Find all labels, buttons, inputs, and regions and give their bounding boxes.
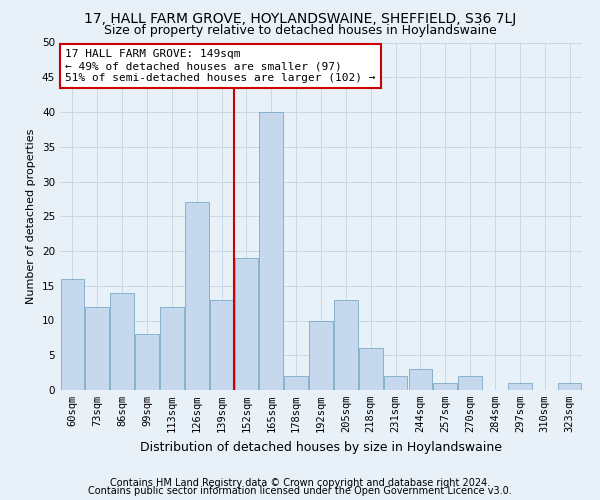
Bar bbox=[185, 202, 209, 390]
Bar bbox=[508, 383, 532, 390]
Bar bbox=[284, 376, 308, 390]
Bar bbox=[110, 292, 134, 390]
Bar bbox=[334, 300, 358, 390]
Bar bbox=[85, 306, 109, 390]
Bar bbox=[135, 334, 159, 390]
Text: Size of property relative to detached houses in Hoylandswaine: Size of property relative to detached ho… bbox=[104, 24, 496, 37]
Text: 17 HALL FARM GROVE: 149sqm
← 49% of detached houses are smaller (97)
51% of semi: 17 HALL FARM GROVE: 149sqm ← 49% of deta… bbox=[65, 50, 376, 82]
Bar bbox=[259, 112, 283, 390]
X-axis label: Distribution of detached houses by size in Hoylandswaine: Distribution of detached houses by size … bbox=[140, 440, 502, 454]
Bar bbox=[210, 300, 233, 390]
Text: Contains public sector information licensed under the Open Government Licence v3: Contains public sector information licen… bbox=[88, 486, 512, 496]
Bar bbox=[433, 383, 457, 390]
Bar bbox=[235, 258, 258, 390]
Bar bbox=[409, 369, 432, 390]
Bar bbox=[359, 348, 383, 390]
Bar bbox=[458, 376, 482, 390]
Y-axis label: Number of detached properties: Number of detached properties bbox=[26, 128, 37, 304]
Bar bbox=[384, 376, 407, 390]
Bar bbox=[160, 306, 184, 390]
Text: 17, HALL FARM GROVE, HOYLANDSWAINE, SHEFFIELD, S36 7LJ: 17, HALL FARM GROVE, HOYLANDSWAINE, SHEF… bbox=[84, 12, 516, 26]
Bar bbox=[558, 383, 581, 390]
Text: Contains HM Land Registry data © Crown copyright and database right 2024.: Contains HM Land Registry data © Crown c… bbox=[110, 478, 490, 488]
Bar bbox=[61, 279, 84, 390]
Bar bbox=[309, 320, 333, 390]
